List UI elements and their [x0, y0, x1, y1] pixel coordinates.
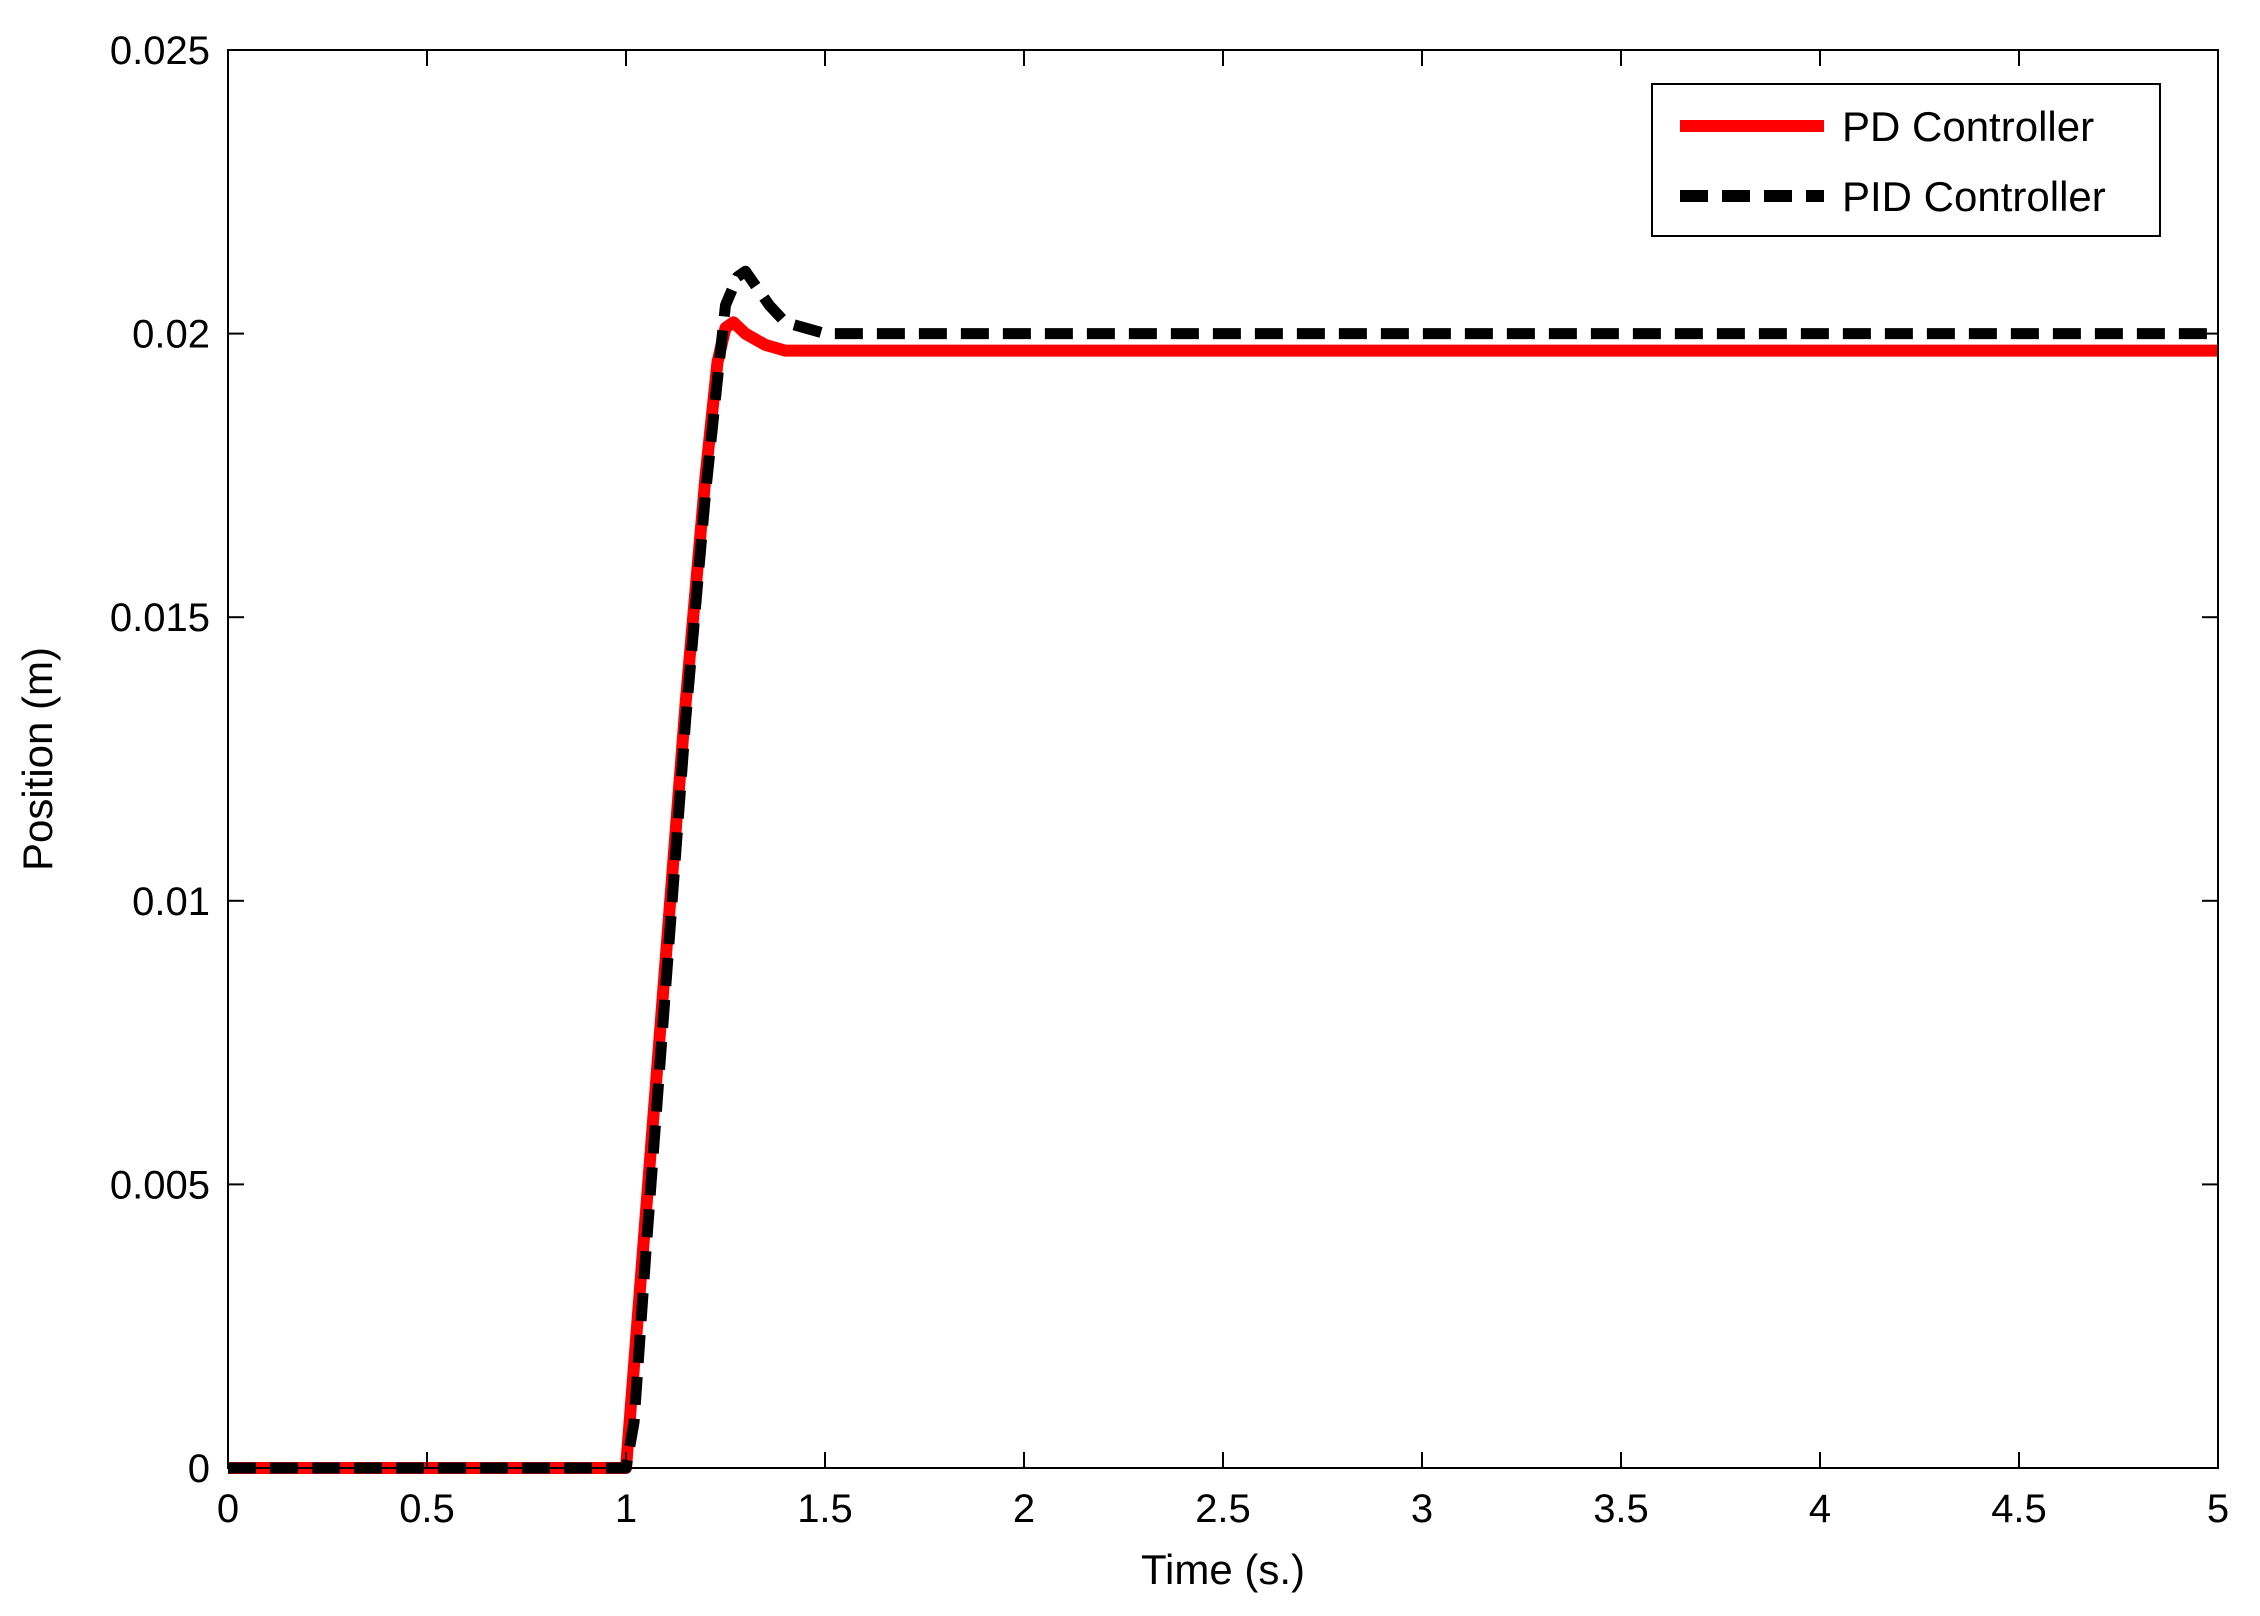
x-tick-label: 5 — [2207, 1487, 2229, 1531]
series-line-pd-controller — [228, 316, 2218, 1474]
y-tick-label: 0.005 — [110, 1163, 210, 1207]
x-tick-label: 1 — [615, 1487, 637, 1531]
axis-tick-labels: 0 0.5 1 1.5 2 2.5 3 3.5 4 4.5 5 0 0.005 0.01 0.015 0.02… — [110, 29, 2229, 1531]
y-tick-label: 0.02 — [132, 313, 210, 357]
legend: PD Controller PID Controller — [1651, 83, 2161, 237]
x-tick-label: 0 — [217, 1487, 239, 1531]
series-layer — [228, 265, 2218, 1474]
legend-label-pd-controller: PD Controller — [1842, 103, 2094, 150]
x-tick-label: 3.5 — [1593, 1487, 1649, 1531]
x-axis-label: Time (s.) — [1141, 1546, 1305, 1593]
axis-ticks — [227, 49, 2219, 1469]
x-tick-label: 1.5 — [797, 1487, 853, 1531]
x-tick-label: 2 — [1013, 1487, 1035, 1531]
x-tick-label: 3 — [1411, 1487, 1433, 1531]
y-tick-label: 0.015 — [110, 596, 210, 640]
y-tick-label: 0 — [188, 1447, 210, 1491]
legend-label-pid-controller: PID Controller — [1842, 173, 2106, 220]
y-tick-label: 0.025 — [110, 29, 210, 73]
series-line-pid-controller — [228, 265, 2218, 1474]
y-tick-label: 0.01 — [132, 880, 210, 924]
x-tick-label: 2.5 — [1195, 1487, 1251, 1531]
x-tick-label: 4 — [1809, 1487, 1831, 1531]
legend-box — [1651, 83, 2161, 237]
y-axis-label: Position (m) — [14, 647, 61, 871]
x-tick-label: 4.5 — [1991, 1487, 2047, 1531]
x-tick-label: 0.5 — [399, 1487, 455, 1531]
